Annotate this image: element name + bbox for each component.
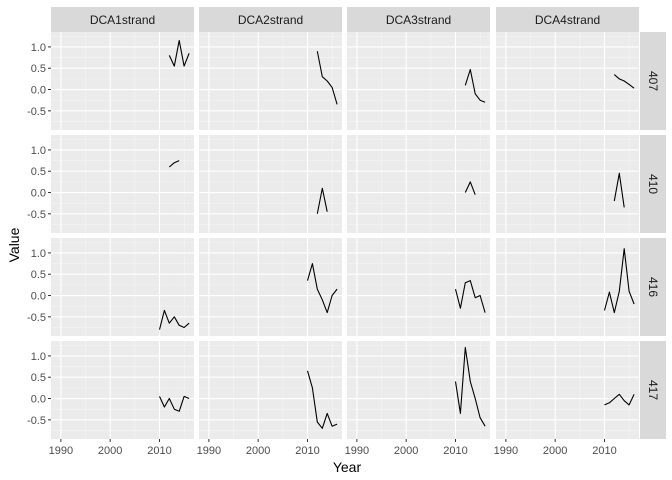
panel-DCA1strand-416 — [51, 238, 194, 336]
series-line-DCA3strand-407 — [464, 68, 486, 103]
y-tick-label: 0.5 — [31, 269, 46, 281]
series-line-DCA3strand-416 — [454, 280, 486, 313]
series-line-DCA2strand-410 — [316, 187, 328, 214]
series-line-DCA4strand-417 — [604, 393, 635, 406]
strips-layer: DCA1strand DCA2strand DCA3strand DCA4strand… — [51, 7, 666, 439]
y-tick-label: 1.0 — [31, 351, 46, 363]
row-strip-label: 407 — [646, 71, 660, 91]
x-axis-title: Year — [333, 459, 362, 475]
y-tick-label: 0.0 — [31, 291, 46, 303]
panel-DCA4strand-416 — [496, 238, 639, 336]
x-tick-label: 2000 — [394, 445, 418, 457]
series-line-DCA3strand-417 — [454, 346, 486, 427]
column-strip — [51, 7, 194, 32]
x-tick-label: 2010 — [592, 445, 616, 457]
series-line-DCA1strand-410 — [168, 160, 180, 168]
y-tick-label: 0.5 — [31, 63, 46, 75]
panel-background — [51, 238, 194, 336]
series-line-DCA4strand-416 — [603, 248, 635, 314]
y-tick-label: 1.0 — [31, 248, 46, 260]
row-strip — [640, 238, 666, 336]
x-tick-label: 2000 — [543, 445, 567, 457]
x-tick-label: 2010 — [295, 445, 319, 457]
y-tick-label: 1.0 — [31, 42, 46, 54]
column-strip-label: DCA3strand — [386, 13, 451, 27]
panel-background — [199, 238, 342, 336]
row-strip — [640, 32, 666, 130]
series-line-DCA1strand-417 — [159, 395, 190, 412]
ticks-layer: -0.5 0.0 0.5 1.0 -0.5 0.0 0.5 1.0 -0.5 0.0 0.5 1.0 -… — [27, 42, 617, 457]
series-line-DCA4strand-410 — [613, 172, 625, 208]
series-line-DCA2strand-417 — [306, 370, 338, 429]
column-strip — [496, 7, 639, 32]
y-tick-label: -0.5 — [27, 312, 46, 324]
panel-background — [51, 135, 194, 233]
panel-background — [496, 238, 639, 336]
lines-layer — [158, 39, 635, 429]
x-tick-label: 1990 — [197, 445, 221, 457]
x-tick-label: 2010 — [147, 445, 171, 457]
panel-DCA1strand-410 — [51, 135, 194, 233]
y-tick-label: -0.5 — [27, 415, 46, 427]
panel-background — [496, 135, 639, 233]
series-line-DCA1strand-416 — [158, 309, 190, 330]
row-strip-label: 416 — [646, 277, 660, 297]
y-tick-label: -0.5 — [27, 106, 46, 118]
panel-background — [199, 32, 342, 130]
panel-background — [496, 32, 639, 130]
panel-DCA1strand-417 — [51, 341, 194, 439]
x-tick-label: 2000 — [246, 445, 270, 457]
panel-DCA3strand-416 — [347, 238, 490, 336]
panel-DCA4strand-410 — [496, 135, 639, 233]
panel-background — [199, 135, 342, 233]
row-strip-label: 417 — [646, 380, 660, 400]
panel-DCA2strand-410 — [199, 135, 342, 233]
panel-background — [51, 341, 194, 439]
x-tick-label: 2010 — [443, 445, 467, 457]
panel-background — [347, 341, 490, 439]
y-tick-label: 0.5 — [31, 166, 46, 178]
column-strip-label: DCA2strand — [238, 13, 303, 27]
panel-DCA1strand-407 — [51, 32, 194, 130]
column-strip — [199, 7, 342, 32]
panel-DCA2strand-417 — [199, 341, 342, 439]
y-tick-label: 0.0 — [31, 85, 46, 97]
series-line-DCA2strand-407 — [316, 51, 338, 105]
panel-DCA2strand-416 — [199, 238, 342, 336]
row-strip — [640, 135, 666, 233]
y-axis-title: Value — [6, 227, 22, 262]
panel-background — [496, 341, 639, 439]
row-strip-label: 410 — [646, 174, 660, 194]
x-tick-label: 1990 — [494, 445, 518, 457]
panel-DCA4strand-407 — [496, 32, 639, 130]
x-tick-label: 1990 — [49, 445, 73, 457]
x-tick-label: 1990 — [345, 445, 369, 457]
panel-DCA3strand-407 — [347, 32, 490, 130]
panel-background — [51, 32, 194, 130]
panel-DCA3strand-410 — [347, 135, 490, 233]
series-line-DCA3strand-410 — [464, 181, 476, 195]
panel-background — [347, 135, 490, 233]
panel-DCA4strand-417 — [496, 341, 639, 439]
panel-DCA2strand-407 — [199, 32, 342, 130]
series-line-DCA1strand-407 — [168, 39, 190, 67]
series-line-DCA2strand-416 — [306, 263, 338, 314]
row-strip — [640, 341, 666, 439]
column-strip-label: DCA4strand — [535, 13, 600, 27]
panel-DCA3strand-417 — [347, 341, 490, 439]
y-tick-label: 0.0 — [31, 188, 46, 200]
panel-background — [347, 238, 490, 336]
column-strip-label: DCA1strand — [90, 13, 155, 27]
series-line-DCA4strand-407 — [613, 74, 635, 89]
y-tick-label: 1.0 — [31, 145, 46, 157]
column-strip — [347, 7, 490, 32]
x-tick-label: 2000 — [98, 445, 122, 457]
panels-layer — [51, 32, 639, 439]
y-tick-label: 0.0 — [31, 394, 46, 406]
y-tick-label: 0.5 — [31, 372, 46, 384]
y-tick-label: -0.5 — [27, 209, 46, 221]
